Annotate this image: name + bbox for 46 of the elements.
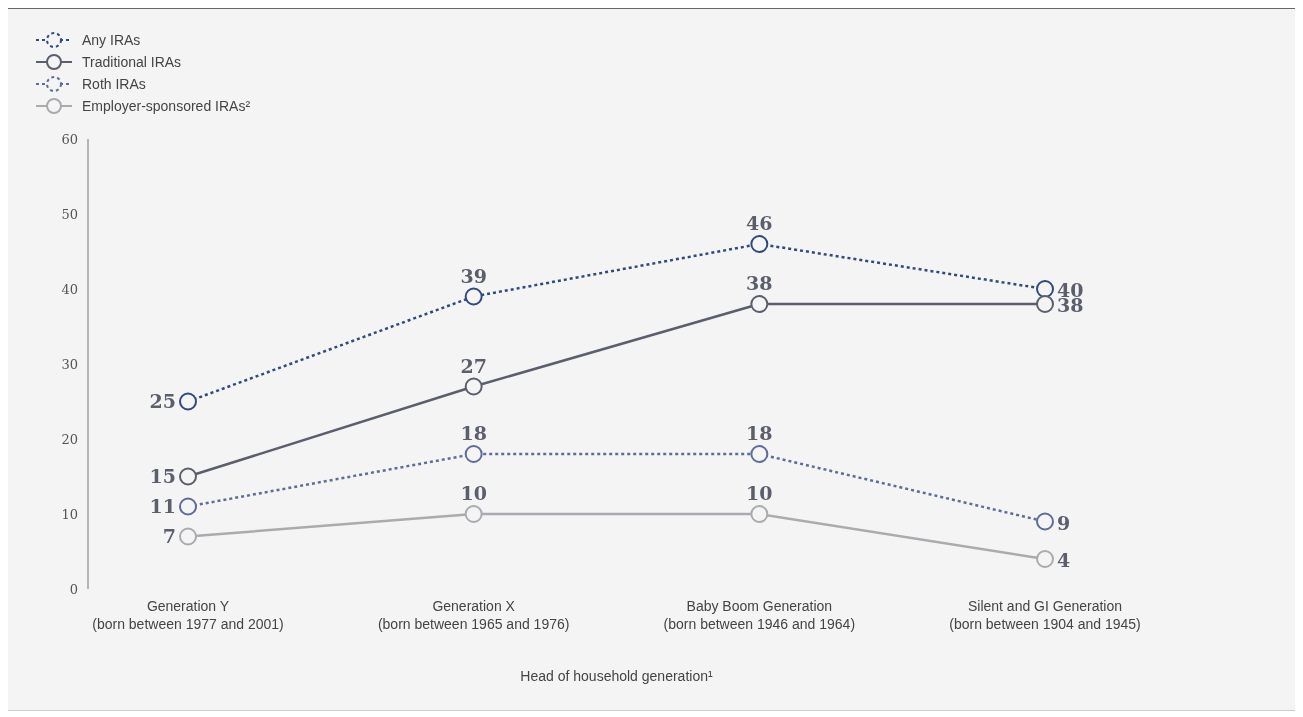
point <box>179 467 197 486</box>
x-tick-label: Silent and GI Generation (born between 1904 and 1945) <box>949 598 1141 632</box>
data-label: 18 <box>460 422 487 444</box>
point <box>464 377 483 396</box>
data-label: 38 <box>746 272 773 294</box>
data-label: 18 <box>746 422 773 444</box>
point <box>1036 295 1054 313</box>
y-tick-label: 50 <box>61 206 78 222</box>
y-tick-label: 20 <box>61 431 78 447</box>
point <box>750 235 769 253</box>
y-tick-label: 0 <box>69 581 78 597</box>
point <box>464 287 483 306</box>
legend-label: Any IRAs <box>82 32 141 48</box>
y-tick-label: 60 <box>61 131 78 147</box>
point <box>464 445 483 463</box>
legend-label: Roth IRAs <box>82 76 146 92</box>
x-axis-title: Head of household generation¹ <box>520 668 713 684</box>
point <box>1036 280 1054 298</box>
data-label: 4 <box>1057 549 1071 571</box>
data-label: 9 <box>1057 511 1071 534</box>
data-label: 10 <box>746 482 773 504</box>
point <box>179 392 197 411</box>
point <box>179 527 197 546</box>
data-label: 46 <box>746 212 773 234</box>
point <box>750 505 769 523</box>
y-tick-label: 30 <box>61 356 78 372</box>
data-label: 25 <box>149 389 176 412</box>
x-tick-label: Baby Boom Generation (born between 1946 and 1964) <box>663 598 856 632</box>
data-label: 15 <box>149 464 176 487</box>
data-label: 7 <box>162 524 176 547</box>
point <box>179 497 197 516</box>
data-label: 10 <box>460 482 487 504</box>
data-label: 39 <box>460 264 487 287</box>
x-tick-label: Generation X (born between 1965 and 1976) <box>377 598 570 632</box>
point <box>750 445 769 463</box>
data-label: 11 <box>149 494 176 517</box>
legend-label: Employer-sponsored IRAs² <box>82 98 251 114</box>
point <box>750 295 769 313</box>
y-tick-label: 40 <box>61 281 78 297</box>
x-tick-label: Generation Y (born between 1977 and 2001) <box>92 598 284 632</box>
legend-label: Traditional IRAs <box>82 54 182 70</box>
point <box>1036 550 1054 568</box>
y-tick-label: 10 <box>61 506 78 522</box>
point <box>1036 512 1054 531</box>
data-label: 27 <box>460 354 487 377</box>
point <box>464 505 483 523</box>
